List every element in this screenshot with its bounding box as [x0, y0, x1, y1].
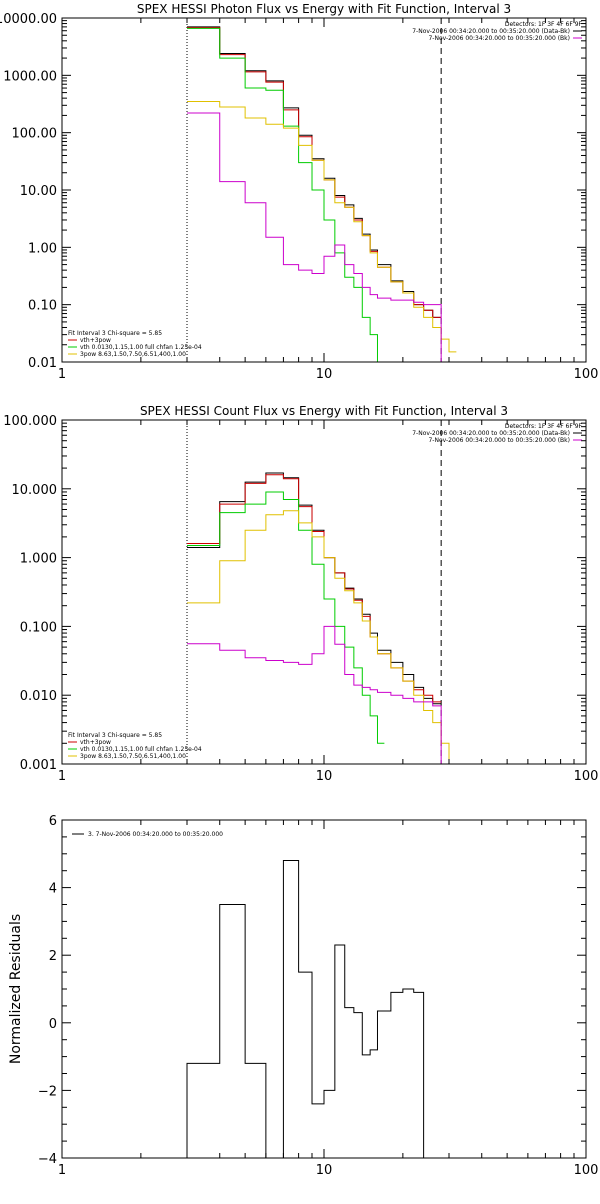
chart-title: SPEX HESSI Count Flux vs Energy with Fit… — [140, 404, 508, 418]
legend-entry: vth+3pow — [80, 739, 111, 746]
legend-entry: 7-Nov-2006 00:34:20.000 to 00:35:20.000 … — [412, 430, 570, 437]
plot-area — [186, 18, 457, 362]
plot-area — [186, 420, 457, 764]
y-tick-label: 10.00 — [20, 184, 57, 199]
y-tick-label: 6 — [49, 814, 57, 829]
chart-panel-3: 1 10 100 −4 −2 0 2 4 6 Normalized Residuals 3. 7-N… — [8, 814, 598, 1178]
legend-entry: 7-Nov-2006 00:34:20.000 to 00:35:20.000 … — [428, 35, 570, 42]
legend-entry: vth+3pow — [80, 337, 111, 344]
x-tick-label: 100 — [574, 1163, 599, 1178]
x-tick-label: 10 — [316, 367, 333, 382]
chart-title: SPEX HESSI Photon Flux vs Energy with Fi… — [137, 2, 511, 16]
legend-entry: 3pow 8.63,1.50,7.50,6.51,400,1.00 — [80, 351, 186, 358]
series-line-5 — [187, 112, 450, 362]
legend-entry: Detectors: 1F 3F 4F 6F 9F — [505, 21, 583, 28]
series-line-1 — [186, 860, 425, 1158]
series-line-5 — [187, 625, 450, 764]
y-tick-label: 10.000 — [12, 483, 58, 498]
y-tick-label: 2 — [49, 949, 57, 964]
y-tick-label: 100.000 — [3, 414, 57, 429]
x-tick-label: 10 — [316, 769, 333, 784]
y-tick-label: 1000.00 — [3, 69, 57, 84]
plot-area — [186, 860, 425, 1158]
y-tick-label: −2 — [38, 1084, 57, 1099]
y-tick-label: 0.001 — [20, 758, 57, 773]
series-line-3 — [187, 27, 385, 362]
y-axis-label: Normalized Residuals — [8, 914, 24, 1064]
x-tick-label: 1 — [58, 1163, 66, 1178]
legend-entry: vth 0.0130,1.15,1.00 full chfan 1.25e-04 — [80, 344, 202, 351]
y-tick-label: 0.010 — [20, 689, 57, 704]
legend-entry: 7-Nov-2006 00:34:20.000 to 00:35:20.000 … — [428, 437, 570, 444]
series-line-1 — [187, 472, 442, 705]
y-tick-label: 100.00 — [12, 127, 58, 142]
x-tick-label: 10 — [316, 1163, 333, 1178]
y-tick-label: −4 — [38, 1152, 57, 1167]
y-tick-label: 0.10 — [28, 299, 57, 314]
y-tick-label: 0.01 — [28, 356, 57, 371]
legend-entry: 7-Nov-2006 00:34:20.000 to 00:35:20.000 … — [412, 28, 570, 35]
legend-entry: Fit Interval 3 Chi-square = 5.85 — [68, 732, 162, 739]
legend-entry: Detectors: 1F 3F 4F 6F 9F — [505, 423, 583, 430]
y-tick-label: 4 — [49, 882, 57, 897]
series-line-3 — [187, 491, 385, 744]
x-tick-label: 1 — [58, 367, 66, 382]
y-tick-label: 1.000 — [20, 552, 57, 567]
y-tick-label: 0.100 — [20, 620, 57, 635]
chart-panel-2: SPEX HESSI Count Flux vs Energy with Fit… — [3, 404, 598, 784]
legend-entry: Fit Interval 3 Chi-square = 5.85 — [68, 330, 162, 337]
series-line-4 — [187, 510, 457, 764]
x-tick-label: 1 — [58, 769, 66, 784]
legend-entry: 3. 7-Nov-2006 00:34:20.000 to 00:35:20.0… — [88, 831, 223, 838]
chart-panel-1: SPEX HESSI Photon Flux vs Energy with Fi… — [0, 2, 598, 382]
x-tick-label: 100 — [574, 769, 599, 784]
legend-entry: 3pow 8.63,1.50,7.50,6.51,400,1.00 — [80, 753, 186, 760]
y-tick-label: 0 — [49, 1017, 57, 1032]
plot-frame — [61, 819, 587, 1159]
x-tick-label: 100 — [574, 367, 599, 382]
series-line-1 — [187, 26, 442, 318]
legend-entry: vth 0.0130,1.15,1.00 full chfan 1.25e-04 — [80, 746, 202, 753]
y-tick-label: 10000.00 — [0, 12, 57, 27]
series-line-4 — [187, 100, 457, 353]
y-tick-label: 1.00 — [28, 241, 57, 256]
